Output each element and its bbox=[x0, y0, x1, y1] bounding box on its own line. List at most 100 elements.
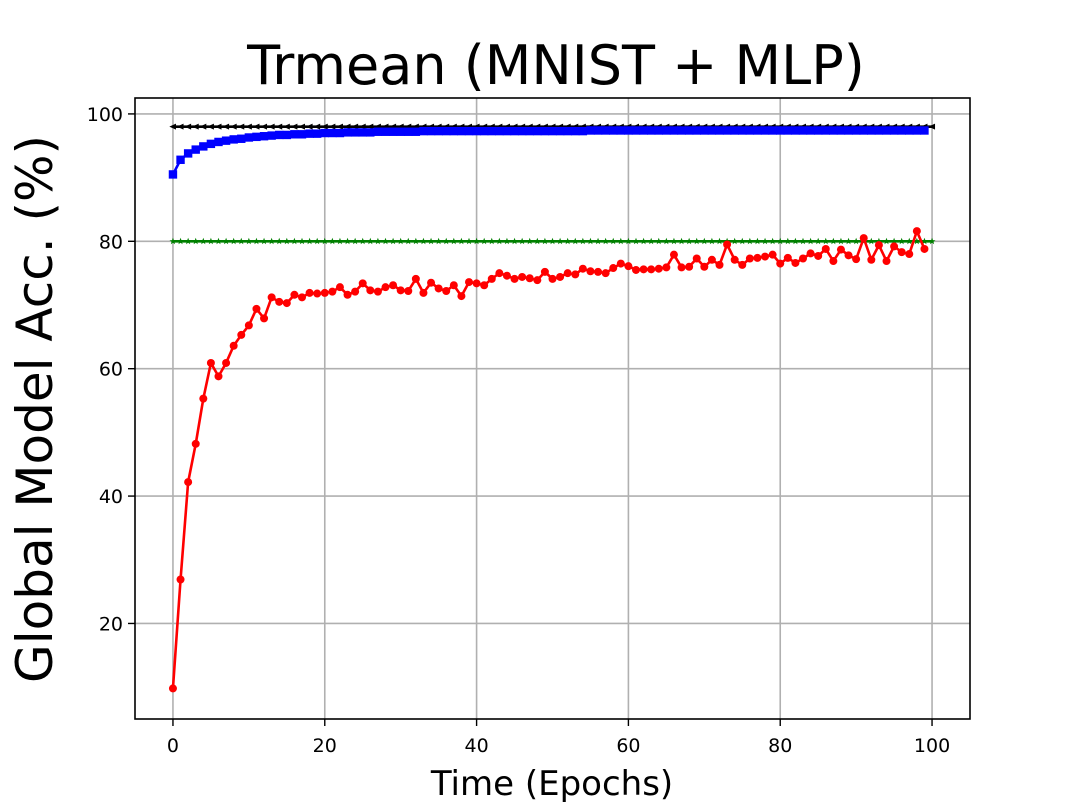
series-1-point bbox=[882, 126, 891, 135]
series-1-point bbox=[282, 130, 292, 140]
series-3-point bbox=[814, 251, 823, 260]
series-3-point bbox=[563, 269, 572, 278]
series-3-point bbox=[859, 234, 868, 243]
series-2-point bbox=[921, 237, 928, 245]
y-axis-label: Global Model Acc. (%) bbox=[6, 135, 64, 683]
series-3-point bbox=[844, 251, 853, 260]
series-2-point bbox=[587, 237, 594, 245]
series-3-point bbox=[882, 257, 891, 266]
series-2-point bbox=[169, 237, 177, 245]
series-1-point bbox=[396, 127, 405, 136]
series-1-point bbox=[707, 126, 717, 135]
x-tick-label: 0 bbox=[167, 735, 179, 757]
series-3-line bbox=[171, 229, 926, 689]
series-1-point bbox=[555, 126, 565, 136]
series-1-point bbox=[525, 126, 534, 136]
series-3-point bbox=[366, 286, 375, 295]
series-2-point bbox=[769, 237, 777, 245]
series-1-point bbox=[259, 132, 269, 141]
series-3-point bbox=[624, 262, 633, 271]
series-2-point bbox=[549, 237, 556, 245]
series-3-point bbox=[836, 245, 845, 254]
series-2-point bbox=[268, 237, 276, 245]
series-2-point bbox=[662, 237, 670, 245]
series-2-point bbox=[913, 237, 921, 245]
series-2-point bbox=[670, 237, 678, 245]
series-1-point bbox=[350, 128, 360, 137]
series-1-point bbox=[244, 133, 254, 142]
series-3-point bbox=[692, 254, 701, 263]
series-2-point bbox=[814, 237, 822, 245]
series-2-point bbox=[700, 237, 708, 245]
series-3-point bbox=[639, 265, 648, 274]
series-1-point bbox=[722, 126, 732, 135]
series-1-point bbox=[836, 126, 846, 135]
series-1-point bbox=[214, 137, 223, 147]
series-0-point bbox=[214, 123, 222, 130]
series-3-point bbox=[290, 290, 299, 299]
plot-frame bbox=[134, 97, 971, 720]
series-3-point bbox=[465, 278, 473, 287]
series-3-point bbox=[495, 269, 504, 278]
series-3-point bbox=[540, 267, 549, 276]
series-0-point bbox=[169, 123, 176, 130]
series-3-point bbox=[700, 262, 709, 271]
series-3-point bbox=[821, 244, 830, 253]
series-1-point bbox=[563, 126, 572, 136]
series-1-point bbox=[578, 126, 588, 136]
series-1-point bbox=[738, 126, 747, 135]
series-1-point bbox=[730, 126, 739, 135]
series-3-point bbox=[776, 259, 785, 268]
x-tick-label: 20 bbox=[313, 735, 337, 757]
series-3-point bbox=[252, 304, 261, 313]
series-3-point bbox=[313, 289, 322, 298]
series-2-point bbox=[579, 237, 587, 245]
y-tick-label: 80 bbox=[99, 231, 123, 253]
series-3-point bbox=[260, 314, 269, 323]
series-3-point bbox=[275, 297, 284, 306]
series-3-point bbox=[874, 241, 883, 250]
series-1-point bbox=[366, 128, 375, 137]
series-1-point bbox=[776, 126, 785, 135]
series-3-point bbox=[449, 281, 458, 290]
series-2-point bbox=[237, 237, 245, 245]
series-3-point bbox=[738, 260, 747, 269]
series-2-point bbox=[837, 237, 845, 245]
series-1-point bbox=[601, 126, 610, 135]
series-0-point bbox=[268, 123, 275, 130]
series-1-point bbox=[692, 126, 701, 135]
series-1-point bbox=[874, 126, 884, 135]
series-1-point bbox=[442, 126, 451, 136]
y-tick-label: 40 bbox=[99, 486, 123, 508]
series-2-point bbox=[693, 237, 701, 245]
series-3-point bbox=[176, 575, 185, 584]
series-1-point bbox=[548, 126, 557, 136]
series-3-point bbox=[761, 252, 770, 261]
series-1-point bbox=[229, 135, 238, 144]
series-1-point bbox=[654, 126, 663, 135]
series-0-point bbox=[207, 123, 214, 130]
series-2-point bbox=[678, 237, 685, 245]
series-3-point bbox=[677, 263, 686, 272]
series-2-point bbox=[716, 237, 723, 245]
series-0-point bbox=[305, 123, 313, 130]
series-2-point bbox=[351, 237, 359, 245]
series-2-point bbox=[215, 237, 222, 245]
series-2-point bbox=[928, 237, 936, 245]
series-1-point bbox=[183, 149, 193, 158]
series-1-point bbox=[851, 126, 861, 135]
series-3-point bbox=[685, 262, 694, 271]
series-0-point bbox=[336, 123, 343, 130]
series-3-point bbox=[427, 278, 436, 287]
series-0-point bbox=[275, 123, 283, 130]
series-3-point bbox=[533, 276, 542, 285]
series-3-point bbox=[358, 279, 367, 288]
series-3-point bbox=[168, 684, 177, 693]
x-tick-label: 60 bbox=[616, 735, 640, 757]
series-2-point bbox=[253, 237, 260, 245]
series-0-point bbox=[237, 123, 245, 130]
series-1-point bbox=[631, 126, 641, 135]
series-1-point bbox=[829, 126, 838, 135]
series-3-point bbox=[525, 274, 534, 283]
